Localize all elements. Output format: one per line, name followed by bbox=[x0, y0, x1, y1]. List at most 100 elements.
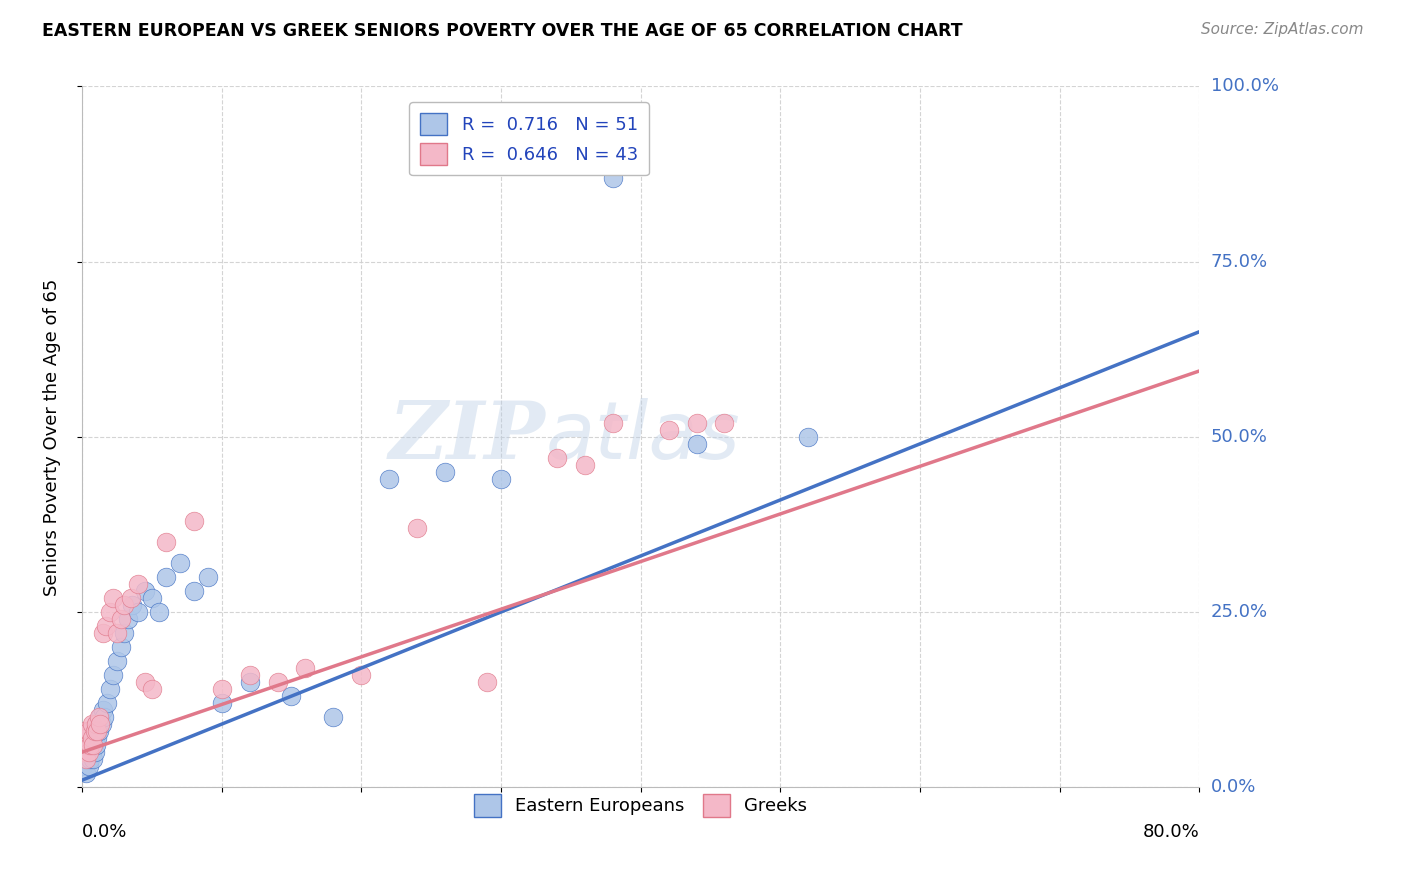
Point bbox=[72, 759, 94, 773]
Point bbox=[239, 668, 262, 682]
Point bbox=[87, 724, 110, 739]
Point bbox=[84, 717, 107, 731]
Point bbox=[83, 745, 105, 759]
Text: Source: ZipAtlas.com: Source: ZipAtlas.com bbox=[1201, 22, 1364, 37]
Point bbox=[602, 170, 624, 185]
Point bbox=[86, 724, 108, 739]
Text: 0.0%: 0.0% bbox=[1211, 778, 1256, 797]
Point bbox=[79, 731, 101, 746]
Point bbox=[76, 731, 98, 746]
Point bbox=[98, 605, 121, 619]
Point bbox=[127, 577, 149, 591]
Point bbox=[112, 598, 135, 612]
Point bbox=[77, 759, 100, 773]
Point bbox=[434, 465, 457, 479]
Point bbox=[117, 612, 139, 626]
Point bbox=[141, 682, 163, 697]
Point bbox=[93, 710, 115, 724]
Point bbox=[79, 738, 101, 752]
Point bbox=[80, 731, 103, 746]
Point bbox=[72, 745, 94, 759]
Text: EASTERN EUROPEAN VS GREEK SENIORS POVERTY OVER THE AGE OF 65 CORRELATION CHART: EASTERN EUROPEAN VS GREEK SENIORS POVERT… bbox=[42, 22, 963, 40]
Point bbox=[239, 675, 262, 690]
Point bbox=[89, 710, 111, 724]
Point bbox=[82, 738, 104, 752]
Point bbox=[155, 535, 177, 549]
Point bbox=[112, 626, 135, 640]
Y-axis label: Seniors Poverty Over the Age of 65: Seniors Poverty Over the Age of 65 bbox=[44, 278, 60, 596]
Point bbox=[73, 752, 96, 766]
Point bbox=[105, 654, 128, 668]
Point bbox=[127, 605, 149, 619]
Point bbox=[83, 724, 105, 739]
Point bbox=[658, 423, 681, 437]
Text: 25.0%: 25.0% bbox=[1211, 603, 1268, 621]
Text: 100.0%: 100.0% bbox=[1211, 78, 1278, 95]
Point bbox=[80, 724, 103, 739]
Point bbox=[120, 591, 142, 605]
Point bbox=[75, 731, 97, 746]
Text: 80.0%: 80.0% bbox=[1143, 823, 1199, 841]
Text: atlas: atlas bbox=[546, 398, 741, 475]
Point bbox=[87, 710, 110, 724]
Point bbox=[84, 738, 107, 752]
Point bbox=[77, 738, 100, 752]
Point bbox=[475, 675, 498, 690]
Point bbox=[546, 450, 568, 465]
Point bbox=[350, 668, 373, 682]
Point bbox=[489, 472, 512, 486]
Point bbox=[211, 682, 233, 697]
Point bbox=[77, 745, 100, 759]
Point bbox=[86, 731, 108, 746]
Point bbox=[685, 437, 707, 451]
Legend: Eastern Europeans, Greeks: Eastern Europeans, Greeks bbox=[467, 788, 814, 823]
Point bbox=[797, 430, 820, 444]
Point bbox=[91, 703, 114, 717]
Point bbox=[73, 738, 96, 752]
Point bbox=[89, 717, 111, 731]
Point bbox=[211, 696, 233, 710]
Text: ZIP: ZIP bbox=[389, 398, 546, 475]
Text: 50.0%: 50.0% bbox=[1211, 428, 1267, 446]
Point bbox=[685, 416, 707, 430]
Point bbox=[76, 752, 98, 766]
Point bbox=[713, 416, 735, 430]
Point bbox=[183, 514, 205, 528]
Point bbox=[73, 724, 96, 739]
Point bbox=[602, 416, 624, 430]
Point bbox=[91, 626, 114, 640]
Point bbox=[378, 472, 401, 486]
Point bbox=[134, 584, 156, 599]
Text: 0.0%: 0.0% bbox=[82, 823, 128, 841]
Point bbox=[406, 521, 429, 535]
Point bbox=[280, 689, 302, 703]
Point bbox=[574, 458, 596, 472]
Point bbox=[294, 661, 316, 675]
Point bbox=[82, 738, 104, 752]
Point bbox=[76, 738, 98, 752]
Point bbox=[155, 570, 177, 584]
Point bbox=[169, 556, 191, 570]
Point bbox=[79, 752, 101, 766]
Point bbox=[75, 766, 97, 780]
Point bbox=[75, 745, 97, 759]
Point bbox=[98, 682, 121, 697]
Point bbox=[322, 710, 344, 724]
Point bbox=[110, 612, 132, 626]
Point bbox=[110, 640, 132, 654]
Text: 75.0%: 75.0% bbox=[1211, 252, 1268, 270]
Point bbox=[75, 752, 97, 766]
Point bbox=[90, 717, 112, 731]
Point bbox=[183, 584, 205, 599]
Point bbox=[101, 668, 124, 682]
Point bbox=[96, 696, 118, 710]
Point bbox=[83, 724, 105, 739]
Point bbox=[141, 591, 163, 605]
Point bbox=[80, 745, 103, 759]
Point bbox=[73, 738, 96, 752]
Point bbox=[84, 717, 107, 731]
Point bbox=[94, 619, 117, 633]
Point bbox=[266, 675, 288, 690]
Point bbox=[121, 598, 143, 612]
Point bbox=[105, 626, 128, 640]
